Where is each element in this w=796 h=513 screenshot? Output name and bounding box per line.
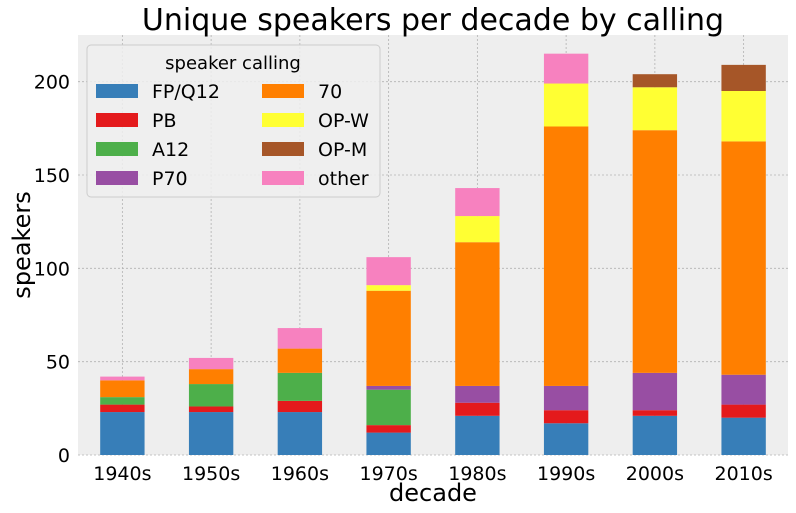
bar-segment (543, 410, 589, 424)
legend-swatch (96, 171, 138, 185)
legend-title: speaker calling (165, 53, 301, 74)
legend-swatch (262, 113, 304, 127)
bar-segment (543, 423, 589, 455)
bar-segment (721, 64, 766, 91)
bar-segment (188, 369, 234, 385)
bar-segment (455, 216, 500, 243)
y-tick-label: 50 (46, 352, 70, 374)
bars (100, 53, 766, 455)
x-tick-label: 1950s (182, 463, 240, 485)
bar-segment (455, 385, 500, 403)
legend-swatch (96, 84, 138, 98)
x-tick-label: 1990s (537, 463, 595, 485)
legend-label: PB (152, 110, 177, 132)
x-tick-label: 1940s (93, 463, 151, 485)
bar-segment (188, 357, 234, 370)
y-tick-label: 100 (34, 258, 70, 280)
bar-segment (366, 425, 411, 433)
legend-swatch (96, 142, 138, 156)
bar-segment (277, 348, 323, 373)
bar-segment (188, 412, 234, 455)
x-axis-label: decade (389, 479, 477, 507)
bar-segment (366, 257, 411, 286)
bar-segment (721, 417, 766, 455)
legend-swatch (262, 142, 304, 156)
bar-segment (100, 404, 145, 413)
bar-segment (632, 372, 678, 411)
bar-segment (455, 402, 500, 416)
bar-segment (366, 389, 411, 426)
legend-label: OP-W (318, 110, 369, 132)
bar-segment (543, 126, 589, 386)
legend-swatch (262, 84, 304, 98)
bar-segment (721, 91, 766, 142)
bar-segment (455, 188, 500, 217)
x-axis-ticks: 1940s 1950s 1960s 1970s 1980s 1990s 2000s 2010s (93, 463, 773, 485)
x-tick-label: 2010s (714, 463, 772, 485)
bar-segment (366, 290, 411, 386)
bar-segment (632, 74, 678, 88)
legend-box (86, 44, 381, 198)
bar-segment (543, 53, 589, 84)
x-tick-label: 1960s (271, 463, 329, 485)
y-axis-ticks: 0 50 100 150 200 (34, 72, 70, 467)
bar-segment (277, 400, 323, 413)
x-tick-label: 1970s (359, 463, 417, 485)
bar-segment (632, 410, 678, 416)
bar-segment (100, 376, 145, 381)
bar-segment (100, 397, 145, 405)
bar-segment (277, 372, 323, 401)
bar-segment (366, 385, 411, 390)
bar-segment (366, 285, 411, 291)
bar-segment (721, 404, 766, 418)
bar-segment (366, 432, 411, 455)
bar-segment (543, 385, 589, 411)
y-axis-label: speakers (8, 191, 36, 298)
x-tick-label: 2000s (626, 463, 684, 485)
bar-segment (721, 141, 766, 375)
bar-segment (455, 242, 500, 386)
bar-segment (543, 83, 589, 127)
bar-segment (100, 380, 145, 398)
bar-segment (100, 412, 145, 455)
chart-title: Unique speakers per decade by calling (142, 3, 724, 38)
legend-label: OP-M (318, 139, 367, 161)
y-tick-label: 200 (34, 72, 70, 94)
legend-swatch (262, 171, 304, 185)
bar-segment (455, 415, 500, 455)
bar-segment (632, 87, 678, 131)
legend-label: A12 (152, 139, 189, 161)
bar-segment (632, 415, 678, 455)
legend-label: 70 (318, 81, 342, 103)
legend-label: other (318, 168, 369, 190)
bar-segment (188, 406, 234, 413)
bar-segment (277, 328, 323, 349)
bar-segment (277, 412, 323, 455)
y-tick-label: 150 (34, 165, 70, 187)
legend: speaker calling FP/Q12 PB A12 P70 70 OP-W OP-M… (86, 44, 381, 198)
bar-segment (721, 374, 766, 405)
legend-label: FP/Q12 (152, 81, 220, 103)
bar-segment (188, 384, 234, 407)
legend-label: P70 (152, 168, 188, 190)
x-tick-label: 1980s (448, 463, 506, 485)
legend-swatch (96, 113, 138, 127)
bar-segment (632, 130, 678, 373)
y-tick-label: 0 (58, 445, 70, 467)
